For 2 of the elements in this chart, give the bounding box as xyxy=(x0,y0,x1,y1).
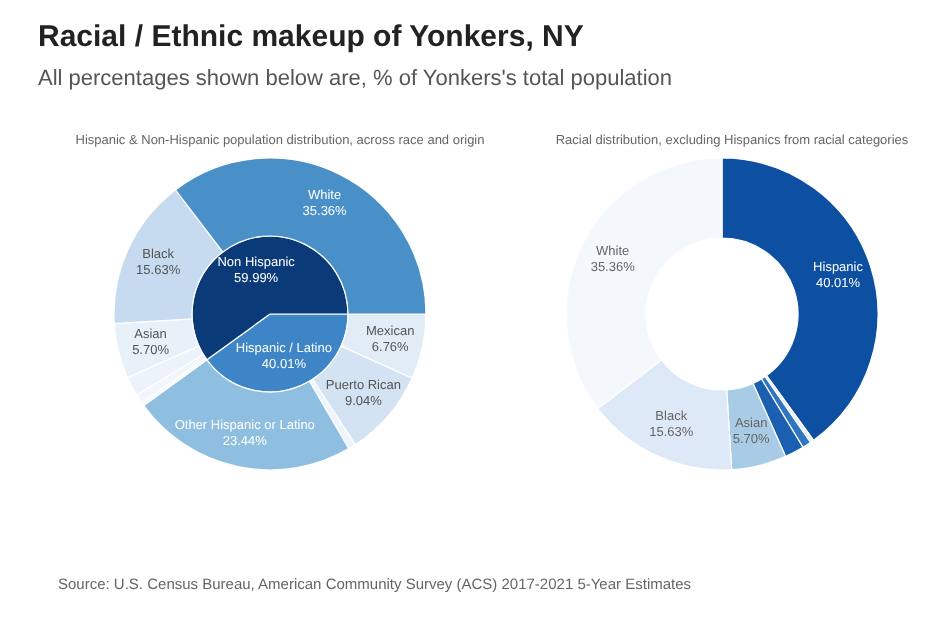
chart-title: Racial / Ethnic makeup of Yonkers, NY xyxy=(38,20,584,54)
chart-subtitle: All percentages shown below are, % of Yonkers's total population xyxy=(38,67,673,91)
